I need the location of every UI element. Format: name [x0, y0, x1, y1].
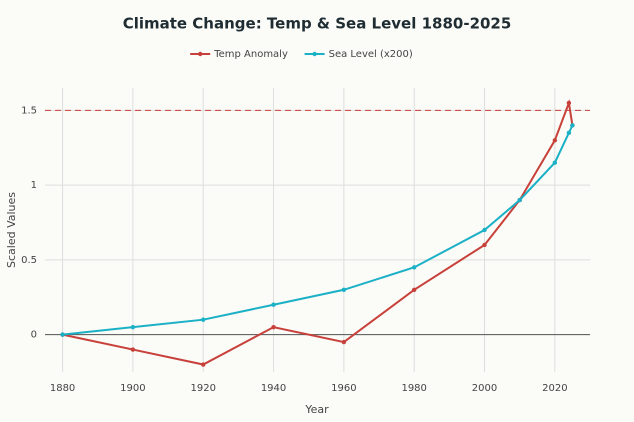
- data-point: [570, 123, 575, 128]
- data-point: [411, 287, 417, 292]
- data-point: [482, 227, 487, 233]
- y-tick-label: 1.5: [21, 105, 37, 116]
- data-point: [552, 138, 558, 143]
- data-point: [482, 242, 487, 248]
- legend-label: Sea Level (x200): [329, 49, 413, 60]
- x-tick-label: 1880: [50, 383, 75, 394]
- data-point: [566, 130, 572, 136]
- data-point: [271, 302, 276, 307]
- x-tick-label: 1900: [120, 383, 145, 394]
- data-point: [271, 324, 276, 330]
- y-axis-label: Scaled Values: [5, 192, 18, 268]
- data-point: [341, 339, 347, 345]
- data-point: [201, 362, 206, 367]
- series-line: [62, 99, 574, 366]
- legend-label: Temp Anomaly: [213, 49, 288, 60]
- x-tick-label: 2020: [542, 383, 567, 394]
- data-point: [566, 100, 572, 106]
- data-point: [60, 332, 65, 337]
- data-point: [411, 265, 417, 270]
- legend-marker: [198, 51, 203, 57]
- legend-marker: [312, 51, 317, 57]
- y-tick-label: 0.5: [21, 255, 37, 266]
- x-tick-label: 1960: [331, 383, 356, 394]
- x-tick-label: 1980: [401, 383, 426, 394]
- data-point: [201, 317, 206, 322]
- x-tick-label: 1940: [261, 383, 286, 394]
- data-point: [130, 324, 136, 330]
- data-point: [130, 347, 136, 352]
- y-tick-label: 1: [31, 180, 37, 191]
- x-tick-label: 2000: [472, 383, 497, 394]
- x-axis-label: Year: [304, 403, 329, 416]
- data-point: [517, 197, 522, 203]
- chart-title: Climate Change: Temp & Sea Level 1880-20…: [123, 15, 512, 33]
- y-tick-label: 0: [31, 330, 37, 341]
- data-point: [341, 287, 347, 292]
- x-tick-label: 1920: [190, 383, 215, 394]
- data-point: [552, 160, 558, 165]
